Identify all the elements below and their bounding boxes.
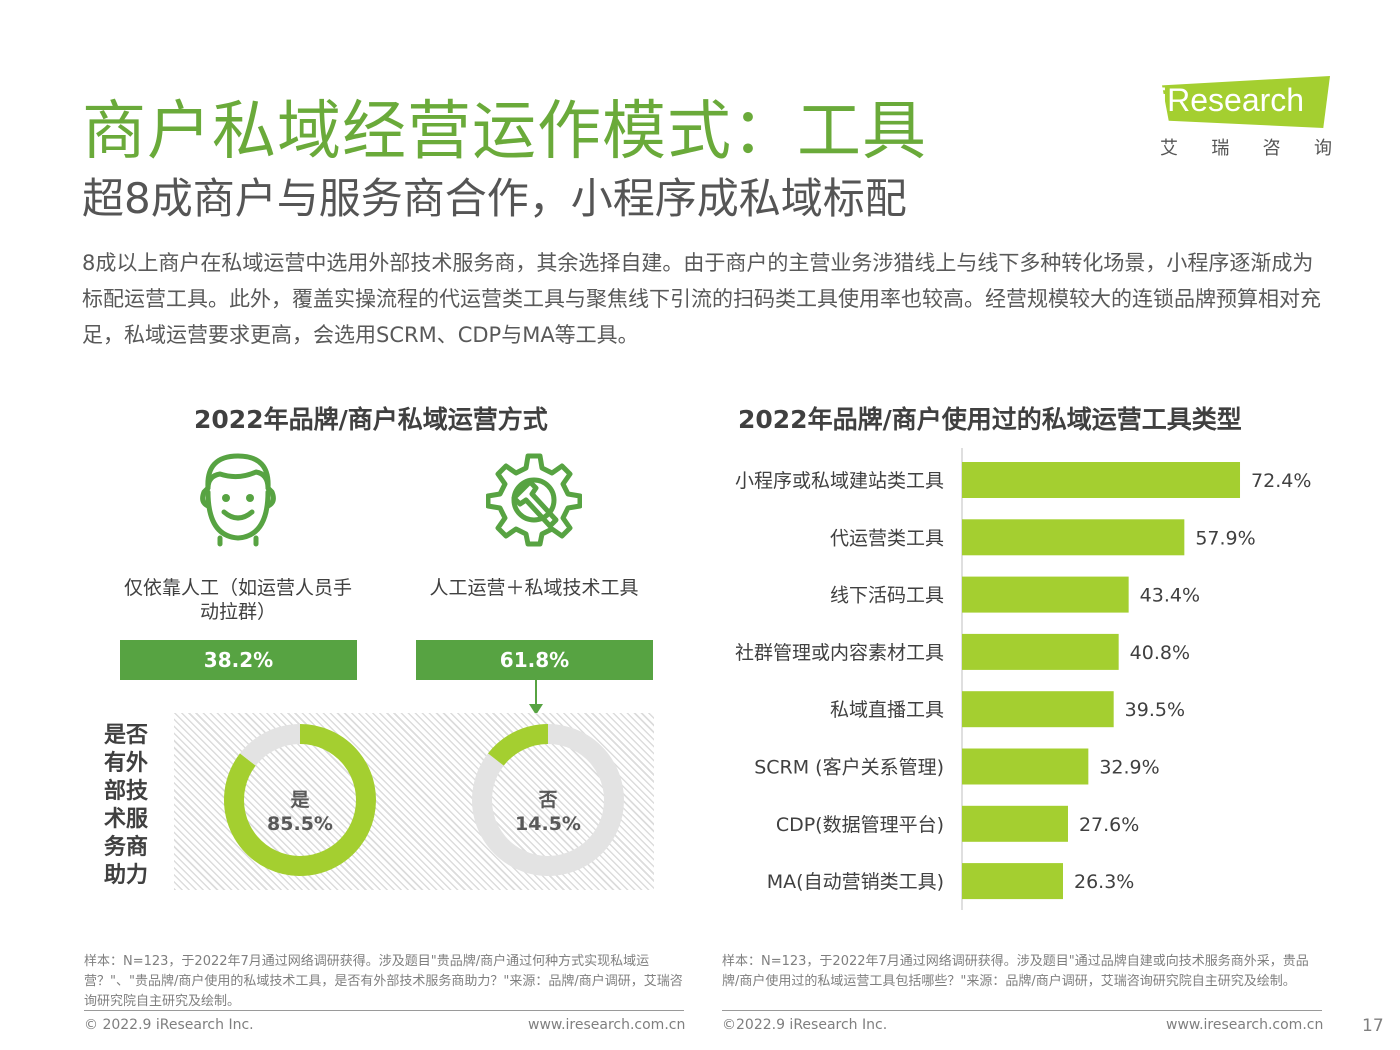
donut-yes-value: 85.5% [267, 813, 333, 835]
person-face-icon [190, 448, 286, 552]
left-copyright: © 2022.9 iResearch Inc. [84, 1017, 254, 1033]
bar-category-label: 私域直播工具 [830, 699, 944, 721]
donut-yes [222, 722, 378, 882]
intro-paragraph: 8成以上商户在私域运营中选用外部技术服务商，其余选择自建。由于商户的主营业务涉猎… [82, 251, 1321, 347]
bar-category-label: SCRM (客户关系管理) [754, 757, 944, 779]
bar-value-label: 40.8% [1130, 642, 1190, 664]
bar-value-label: 26.3% [1074, 871, 1134, 893]
bar [962, 633, 1119, 670]
iresearch-logo: iResearch 艾 瑞 咨 询 [1150, 76, 1332, 161]
logo-char: 咨 [1262, 138, 1281, 159]
bar [962, 462, 1241, 498]
bar [962, 748, 1089, 785]
donut-yes-label: 是 85.5% [240, 788, 360, 836]
right-chart-title: 2022年品牌/商户使用过的私域运营工具类型 [738, 405, 1242, 434]
bar-category-label: 小程序或私域建站类工具 [735, 470, 944, 492]
arrow-down-icon [528, 680, 544, 720]
bar [962, 576, 1129, 613]
logo-char: 瑞 [1211, 138, 1230, 159]
logo-chinese: 艾 瑞 咨 询 [1160, 134, 1332, 160]
donut-slice-no [487, 724, 549, 767]
bar-value-label: 57.9% [1195, 527, 1255, 549]
logo-char: 艾 [1160, 138, 1178, 159]
logo-char: 询 [1313, 138, 1332, 159]
bar-category-label: 代运营类工具 [830, 527, 944, 549]
right-footnote: 样本：N=123，于2022年7月通过网络调研获得。涉及题目"通过品牌自建或向技… [722, 954, 1309, 989]
page-title: 商户私域经营运作模式：工具 [82, 95, 927, 169]
bar [962, 805, 1068, 842]
donut-no-label: 否 14.5% [488, 788, 608, 836]
bar-value-label: 72.4% [1251, 470, 1311, 492]
bar-value-label: 32.9% [1099, 757, 1159, 779]
left-footer-rule [84, 1010, 684, 1011]
donut-slice-no [239, 724, 301, 767]
donut-slice-yes [224, 724, 376, 876]
right-footer-rule [722, 1010, 1322, 1011]
mode-label-tools: 人工运营＋私域技术工具 [429, 577, 639, 599]
mode-label-manual: 仅依靠人工（如运营人员手动拉群） [123, 577, 352, 623]
external-provider-question: 是否有外部技术服务商助力 [104, 723, 149, 888]
donut-slice-yes [472, 724, 624, 876]
pct-bar-tools: 61.8% [416, 640, 653, 680]
bar [962, 863, 1063, 900]
left-footnote: 样本：N=123，于2022年7月通过网络调研获得。涉及题目"贵品牌/商户通过何… [84, 954, 683, 1009]
right-url[interactable]: www.iresearch.com.cn [1166, 1017, 1324, 1033]
bar-value-label: 39.5% [1125, 699, 1185, 721]
donut-yes-category: 是 [290, 789, 310, 811]
bar-category-label: 社群管理或内容素材工具 [735, 642, 944, 664]
bar-value-label: 43.4% [1140, 585, 1200, 607]
bar-category-label: MA(自动营销类工具) [767, 871, 944, 893]
logo-wordmark: iResearch [1160, 82, 1305, 118]
logo-shape [1162, 76, 1330, 128]
left-chart-title: 2022年品牌/商户私域运营方式 [194, 405, 548, 434]
gear-wrench-icon [485, 448, 583, 552]
donut-no-value: 14.5% [515, 813, 581, 835]
bar-category-label: CDP(数据管理平台) [776, 814, 944, 836]
bar [962, 519, 1185, 556]
tool-usage-bar-chart: 小程序或私域建站类工具 72.4% 代运营类工具 57.9% 线下活码工具 43.4% 社群… [690, 440, 1340, 919]
bar-category-label: 线下活码工具 [830, 585, 944, 607]
donut-no [470, 722, 626, 882]
left-url[interactable]: www.iresearch.com.cn [528, 1017, 686, 1033]
bar [962, 691, 1114, 728]
right-copyright: ©2022.9 iResearch Inc. [722, 1017, 888, 1033]
page-subtitle: 超8成商户与服务商合作，小程序成私域标配 [82, 174, 907, 223]
page-number: 17 [1362, 1016, 1384, 1036]
donut-no-category: 否 [538, 789, 558, 811]
pct-bar-manual: 38.2% [120, 640, 357, 680]
bar-value-label: 27.6% [1079, 814, 1139, 836]
